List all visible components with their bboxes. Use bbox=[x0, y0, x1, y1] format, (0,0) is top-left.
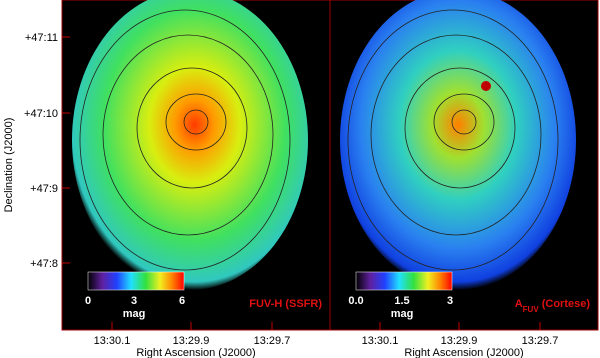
y-tick-label: +47:8 bbox=[30, 258, 58, 270]
colorbar-tick-label: 3 bbox=[131, 295, 137, 307]
colorbar-tick-label: 3 bbox=[447, 295, 453, 307]
colorbar-unit: mag bbox=[123, 308, 146, 320]
x-axis-label: Right Ascension (J2000) bbox=[136, 347, 255, 358]
y-tick-label: +47:11 bbox=[25, 32, 58, 44]
x-tick-label: 13:30.1 bbox=[362, 335, 399, 347]
colorbar-tick-label: 0.0 bbox=[348, 295, 363, 307]
panel-title: FUV-H (SSFR) bbox=[249, 298, 322, 310]
panel-title-sub: FUV bbox=[523, 305, 540, 314]
colorbar-tick-label: 0 bbox=[85, 295, 91, 307]
right-panel bbox=[329, 0, 599, 331]
x-tick-label: 13:30.1 bbox=[94, 335, 131, 347]
x-tick-label: 13:29.7 bbox=[254, 335, 291, 347]
left-panel bbox=[61, 0, 331, 331]
x-tick-label: 13:29.9 bbox=[173, 335, 210, 347]
panel-title: AFUV (Cortese) bbox=[515, 298, 591, 314]
colorbar-unit: mag bbox=[391, 308, 414, 320]
colorbar-tick-label: 6 bbox=[179, 295, 185, 307]
panel-title-main: FUV-H (SSFR) bbox=[249, 298, 322, 310]
y-axis-label: Declination (J2000) bbox=[3, 118, 15, 213]
y-tick-label: +47:10 bbox=[24, 108, 58, 120]
x-tick-label: 13:29.7 bbox=[522, 335, 559, 347]
colorbar-tick-label: 1.5 bbox=[394, 295, 409, 307]
panel-title-rest: (Cortese) bbox=[539, 298, 591, 310]
x-tick-label: 13:29.9 bbox=[441, 335, 478, 347]
y-tick-label: +47:9 bbox=[30, 183, 58, 195]
x-axis-label: Right Ascension (J2000) bbox=[404, 347, 523, 358]
panel-title-main: A bbox=[515, 298, 523, 310]
